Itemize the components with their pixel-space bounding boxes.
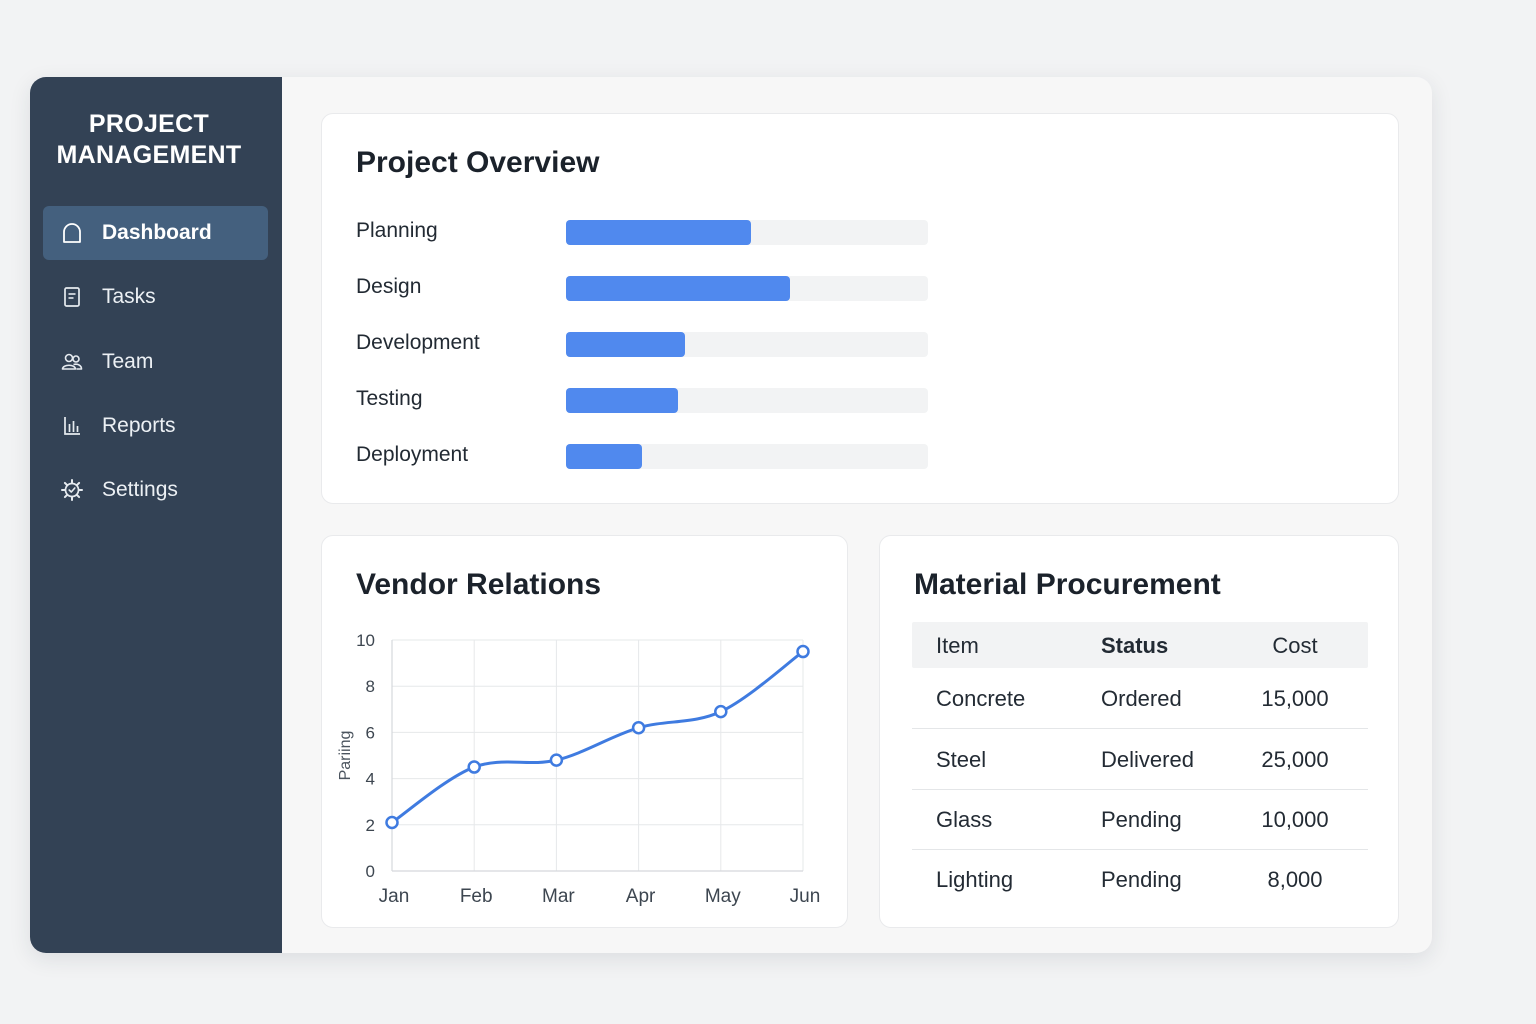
data-point <box>551 755 562 766</box>
bell-icon <box>59 220 85 246</box>
sidebar-item-label: Dashboard <box>102 220 212 246</box>
table-row[interactable]: Lighting Pending 8,000 <box>912 850 1368 910</box>
data-point <box>715 706 726 717</box>
sidebar-item-team[interactable]: Team <box>43 335 268 389</box>
phase-label: Deployment <box>356 442 468 468</box>
cell-status: Ordered <box>1101 686 1182 712</box>
column-header-status: Status <box>1101 633 1168 659</box>
phase-row-testing: Testing <box>322 384 962 414</box>
gear-icon <box>59 477 85 503</box>
data-point <box>469 762 480 773</box>
cell-cost: 25,000 <box>1245 747 1345 773</box>
cell-cost: 8,000 <box>1245 867 1345 893</box>
y-axis-label: Pariing <box>337 731 354 781</box>
y-tick-label: 6 <box>366 723 375 742</box>
sidebar-item-label: Tasks <box>102 284 156 310</box>
cell-status: Delivered <box>1101 747 1194 773</box>
table-row[interactable]: Glass Pending 10,000 <box>912 790 1368 850</box>
sidebar-item-dashboard[interactable]: Dashboard <box>43 206 268 260</box>
team-icon <box>59 349 85 375</box>
series-line <box>392 652 803 823</box>
progress-fill <box>566 276 790 301</box>
app-window: PROJECT MANAGEMENT Dashboard Tasks <box>30 77 1432 953</box>
bar-chart-icon <box>59 413 85 439</box>
vendor-line-chart: 0 2 4 6 8 10 Jan Feb Mar Apr May Jun Pariing <box>322 536 849 929</box>
sidebar-item-settings[interactable]: Settings <box>43 463 268 517</box>
phase-label: Testing <box>356 386 423 412</box>
progress-track <box>566 276 928 301</box>
y-tick-label: 8 <box>366 677 375 696</box>
card-title: Project Overview <box>356 144 599 182</box>
document-icon <box>59 284 85 310</box>
phase-row-planning: Planning <box>322 216 962 246</box>
phase-row-design: Design <box>322 272 962 302</box>
vendor-relations-card: Vendor Relations 0 2 4 6 8 10 Jan Feb Mar Apr May J… <box>321 535 848 928</box>
sidebar-item-label: Team <box>102 349 153 375</box>
table-row[interactable]: Concrete Ordered 15,000 <box>912 669 1368 729</box>
sidebar-item-tasks[interactable]: Tasks <box>43 270 268 324</box>
sidebar: PROJECT MANAGEMENT Dashboard Tasks <box>30 77 282 953</box>
x-tick-label: Apr <box>626 886 656 907</box>
progress-fill <box>566 220 751 245</box>
cell-item: Glass <box>936 807 992 833</box>
table-header: Item Status Cost <box>912 622 1368 668</box>
sidebar-item-reports[interactable]: Reports <box>43 399 268 453</box>
x-tick-label: May <box>705 886 741 907</box>
data-point <box>387 817 398 828</box>
x-tick-label: Mar <box>542 886 575 907</box>
progress-track <box>566 332 928 357</box>
project-overview-card: Project Overview Planning Design Develop… <box>321 113 1399 504</box>
column-header-item: Item <box>936 633 979 659</box>
progress-fill <box>566 332 685 357</box>
cell-cost: 10,000 <box>1245 807 1345 833</box>
cell-item: Steel <box>936 747 986 773</box>
x-tick-label: Feb <box>460 886 493 907</box>
progress-track <box>566 220 928 245</box>
column-header-cost: Cost <box>1245 633 1345 659</box>
card-title: Material Procurement <box>914 566 1221 604</box>
brand-title: PROJECT MANAGEMENT <box>30 109 268 171</box>
y-tick-label: 10 <box>356 631 375 650</box>
x-tick-label: Jan <box>379 886 410 907</box>
cell-item: Lighting <box>936 867 1013 893</box>
sidebar-item-label: Settings <box>102 477 178 503</box>
phase-row-development: Development <box>322 328 962 358</box>
x-tick-label: Jun <box>790 886 821 907</box>
brand-line-1: PROJECT <box>30 109 268 140</box>
material-procurement-card: Material Procurement Item Status Cost Co… <box>879 535 1399 928</box>
data-point <box>798 646 809 657</box>
phase-label: Development <box>356 330 480 356</box>
progress-track <box>566 388 928 413</box>
phase-label: Design <box>356 274 421 300</box>
progress-fill <box>566 444 642 469</box>
cell-status: Pending <box>1101 807 1182 833</box>
cell-item: Concrete <box>936 686 1025 712</box>
y-tick-label: 4 <box>366 770 375 789</box>
sidebar-item-label: Reports <box>102 413 176 439</box>
cell-cost: 15,000 <box>1245 686 1345 712</box>
data-point <box>633 722 644 733</box>
progress-track <box>566 444 928 469</box>
phase-row-deployment: Deployment <box>322 440 962 470</box>
y-tick-label: 0 <box>366 862 375 881</box>
cell-status: Pending <box>1101 867 1182 893</box>
progress-fill <box>566 388 678 413</box>
brand-line-2: MANAGEMENT <box>30 140 268 171</box>
table-row[interactable]: Steel Delivered 25,000 <box>912 730 1368 790</box>
phase-label: Planning <box>356 218 438 244</box>
y-tick-label: 2 <box>366 816 375 835</box>
